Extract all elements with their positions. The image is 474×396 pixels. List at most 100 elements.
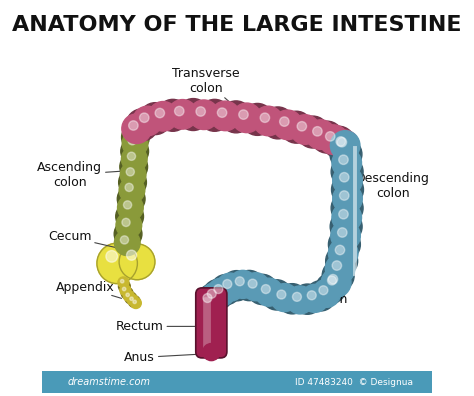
Circle shape — [197, 287, 225, 315]
Circle shape — [239, 110, 248, 119]
Circle shape — [329, 130, 359, 160]
Circle shape — [221, 270, 252, 301]
Circle shape — [207, 289, 216, 298]
Circle shape — [319, 125, 348, 154]
Text: Descending
colon: Descending colon — [349, 172, 429, 200]
Text: Appendix: Appendix — [56, 281, 121, 298]
Circle shape — [292, 284, 322, 314]
Circle shape — [277, 284, 307, 314]
Circle shape — [323, 126, 355, 158]
Circle shape — [123, 291, 134, 301]
Circle shape — [229, 270, 257, 298]
Circle shape — [148, 101, 178, 131]
Circle shape — [121, 287, 133, 299]
Circle shape — [203, 279, 233, 310]
Text: Ascending
colon: Ascending colon — [37, 161, 125, 188]
Circle shape — [118, 280, 130, 292]
Circle shape — [316, 273, 346, 304]
Circle shape — [271, 284, 299, 312]
Circle shape — [118, 195, 143, 221]
Circle shape — [337, 137, 346, 147]
Circle shape — [325, 254, 355, 284]
Circle shape — [322, 260, 354, 291]
Circle shape — [235, 277, 244, 286]
Circle shape — [128, 295, 138, 305]
Text: Cecum: Cecum — [48, 230, 118, 248]
Circle shape — [122, 287, 126, 291]
Circle shape — [203, 343, 220, 361]
Circle shape — [330, 138, 362, 170]
Circle shape — [328, 228, 360, 261]
Circle shape — [125, 183, 133, 192]
Circle shape — [339, 173, 349, 182]
Circle shape — [122, 114, 151, 143]
FancyBboxPatch shape — [196, 288, 227, 358]
Circle shape — [114, 230, 140, 255]
Circle shape — [121, 146, 147, 172]
Circle shape — [262, 280, 292, 310]
Circle shape — [139, 103, 171, 135]
Circle shape — [330, 131, 360, 160]
Circle shape — [335, 245, 345, 255]
Circle shape — [203, 293, 212, 303]
Circle shape — [330, 211, 362, 243]
Circle shape — [114, 220, 142, 248]
Circle shape — [247, 274, 277, 305]
Circle shape — [120, 153, 147, 181]
Circle shape — [273, 110, 302, 140]
Circle shape — [208, 278, 236, 306]
Circle shape — [126, 168, 135, 176]
Circle shape — [125, 292, 137, 304]
Circle shape — [307, 291, 316, 300]
Text: ID 47483240  © Designua: ID 47483240 © Designua — [295, 378, 413, 387]
Circle shape — [241, 103, 273, 135]
Circle shape — [321, 270, 349, 298]
Circle shape — [292, 292, 301, 301]
Circle shape — [128, 295, 140, 307]
Circle shape — [120, 280, 124, 283]
Circle shape — [255, 278, 283, 306]
Circle shape — [328, 274, 337, 284]
Circle shape — [118, 169, 146, 196]
Circle shape — [333, 184, 362, 213]
Circle shape — [211, 274, 241, 305]
Circle shape — [306, 281, 336, 311]
Circle shape — [297, 122, 307, 131]
Circle shape — [177, 99, 209, 131]
Circle shape — [260, 113, 270, 122]
Circle shape — [337, 228, 347, 237]
Circle shape — [201, 283, 229, 311]
Circle shape — [280, 117, 289, 126]
Circle shape — [328, 238, 358, 268]
Circle shape — [116, 203, 144, 230]
Circle shape — [127, 250, 137, 260]
Circle shape — [128, 137, 137, 145]
Circle shape — [189, 100, 219, 129]
Circle shape — [97, 243, 137, 284]
Circle shape — [321, 268, 351, 297]
Circle shape — [198, 284, 228, 314]
Circle shape — [210, 101, 240, 131]
Circle shape — [218, 108, 227, 117]
Circle shape — [128, 152, 136, 160]
Circle shape — [123, 201, 132, 209]
Text: Rectum: Rectum — [116, 320, 207, 333]
Circle shape — [120, 236, 128, 244]
Circle shape — [223, 280, 232, 289]
Circle shape — [126, 293, 129, 297]
Circle shape — [290, 115, 320, 144]
Circle shape — [262, 107, 294, 139]
Circle shape — [119, 244, 155, 280]
Circle shape — [133, 106, 162, 136]
Circle shape — [242, 273, 270, 301]
Circle shape — [220, 101, 252, 133]
Circle shape — [297, 116, 329, 148]
Circle shape — [199, 99, 230, 131]
Circle shape — [331, 192, 363, 224]
Circle shape — [332, 203, 362, 232]
Circle shape — [312, 279, 340, 307]
Circle shape — [328, 276, 337, 285]
Circle shape — [319, 286, 328, 295]
Circle shape — [122, 218, 130, 227]
Circle shape — [118, 277, 129, 288]
